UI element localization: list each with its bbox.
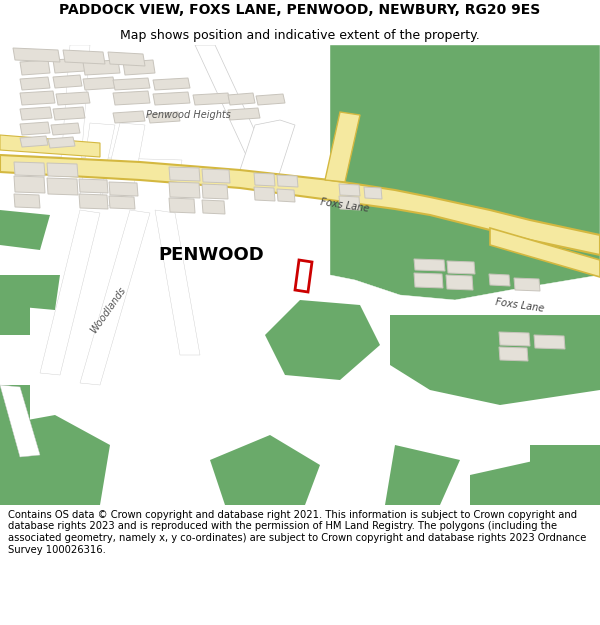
Polygon shape (0, 135, 100, 157)
Polygon shape (0, 295, 30, 335)
Polygon shape (339, 196, 360, 210)
Polygon shape (193, 93, 230, 105)
Polygon shape (202, 184, 228, 199)
Polygon shape (390, 45, 600, 265)
Polygon shape (0, 275, 60, 310)
Polygon shape (123, 60, 155, 75)
Text: PADDOCK VIEW, FOXS LANE, PENWOOD, NEWBURY, RG20 9ES: PADDOCK VIEW, FOXS LANE, PENWOOD, NEWBUR… (59, 3, 541, 17)
Polygon shape (155, 210, 200, 355)
Polygon shape (47, 163, 78, 177)
Polygon shape (0, 210, 50, 250)
Polygon shape (277, 175, 298, 187)
Polygon shape (109, 196, 135, 209)
Polygon shape (339, 184, 360, 196)
Polygon shape (330, 45, 600, 300)
Polygon shape (153, 78, 190, 90)
Polygon shape (228, 108, 260, 120)
Polygon shape (79, 179, 108, 193)
Polygon shape (364, 187, 382, 199)
Polygon shape (325, 112, 360, 182)
Polygon shape (202, 200, 225, 214)
Polygon shape (14, 176, 45, 193)
Polygon shape (148, 112, 180, 123)
Polygon shape (256, 94, 285, 105)
Polygon shape (414, 273, 443, 288)
Polygon shape (63, 50, 105, 64)
Polygon shape (228, 93, 255, 105)
Polygon shape (153, 92, 190, 105)
Polygon shape (53, 58, 85, 73)
Polygon shape (47, 178, 78, 195)
Text: Contains OS data © Crown copyright and database right 2021. This information is : Contains OS data © Crown copyright and d… (8, 510, 586, 554)
Polygon shape (100, 123, 145, 207)
Polygon shape (0, 155, 182, 175)
Polygon shape (13, 48, 60, 62)
Polygon shape (277, 189, 295, 202)
Polygon shape (60, 45, 90, 177)
Polygon shape (20, 60, 50, 75)
Polygon shape (489, 274, 510, 286)
Text: Map shows position and indicative extent of the property.: Map shows position and indicative extent… (120, 29, 480, 42)
Polygon shape (254, 187, 275, 201)
Polygon shape (83, 77, 115, 90)
Polygon shape (390, 315, 600, 405)
Polygon shape (113, 91, 150, 105)
Polygon shape (202, 169, 230, 183)
Polygon shape (56, 92, 90, 105)
Polygon shape (14, 194, 40, 208)
Polygon shape (14, 162, 45, 176)
Polygon shape (414, 259, 445, 271)
Polygon shape (53, 107, 85, 120)
Polygon shape (0, 385, 30, 425)
Polygon shape (51, 123, 80, 135)
Polygon shape (80, 210, 150, 385)
Polygon shape (254, 173, 275, 186)
Polygon shape (0, 415, 110, 505)
Polygon shape (385, 445, 460, 505)
Polygon shape (169, 198, 195, 213)
Polygon shape (530, 445, 600, 505)
Polygon shape (446, 275, 473, 290)
Polygon shape (20, 136, 48, 147)
Text: PENWOOD: PENWOOD (158, 246, 264, 264)
Polygon shape (210, 435, 320, 505)
Polygon shape (40, 210, 100, 375)
Polygon shape (470, 455, 560, 505)
Polygon shape (109, 182, 138, 196)
Polygon shape (390, 320, 490, 355)
Polygon shape (53, 75, 82, 88)
Polygon shape (48, 137, 75, 148)
Polygon shape (20, 77, 50, 90)
Polygon shape (385, 45, 600, 285)
Polygon shape (499, 332, 530, 346)
Polygon shape (79, 194, 108, 209)
Text: Foxs Lane: Foxs Lane (495, 297, 545, 313)
Polygon shape (0, 155, 600, 255)
Polygon shape (169, 167, 200, 181)
Text: Penwood Heights: Penwood Heights (146, 110, 230, 120)
Text: Woodlands: Woodlands (88, 285, 128, 335)
Polygon shape (0, 385, 40, 457)
Polygon shape (195, 45, 280, 185)
Polygon shape (514, 278, 540, 291)
Polygon shape (265, 300, 380, 380)
Polygon shape (447, 261, 475, 274)
Polygon shape (235, 120, 295, 187)
Polygon shape (108, 52, 145, 66)
Polygon shape (169, 182, 200, 198)
Polygon shape (80, 123, 115, 197)
Polygon shape (20, 122, 50, 135)
Polygon shape (20, 91, 55, 105)
Polygon shape (20, 107, 52, 120)
Polygon shape (83, 60, 120, 75)
Polygon shape (113, 111, 145, 123)
Polygon shape (490, 228, 600, 277)
Polygon shape (499, 347, 528, 361)
Polygon shape (534, 335, 565, 349)
Text: Foxs Lane: Foxs Lane (320, 197, 370, 213)
Polygon shape (113, 78, 150, 90)
